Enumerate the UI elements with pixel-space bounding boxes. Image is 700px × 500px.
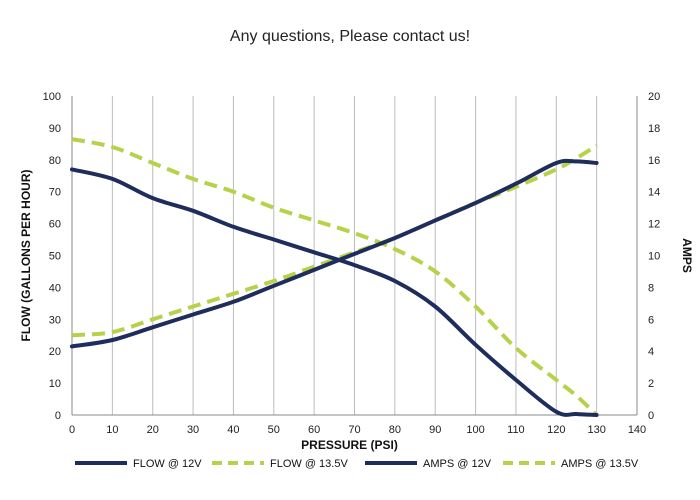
y-tick-label-3: 30 (49, 314, 61, 326)
legend-label-flow-12v: FLOW @ 12V (133, 458, 202, 470)
y2-tick-label-10: 20 (648, 91, 660, 103)
x-tick-label-0: 0 (69, 424, 75, 436)
x-tick-label-13: 130 (587, 424, 605, 436)
y-tick-label-2: 20 (49, 346, 61, 358)
y2-tick-label-8: 16 (648, 155, 660, 167)
y-tick-label-9: 90 (49, 123, 61, 135)
legend-label-amps-13-5v: AMPS @ 13.5V (561, 458, 639, 470)
y2-tick-label-3: 6 (648, 314, 654, 326)
page-title: Any questions, Please contact us! (229, 28, 471, 45)
x-tick-label-6: 60 (308, 424, 320, 436)
x-tick-label-3: 30 (187, 424, 199, 436)
y-tick-label-10: 100 (43, 91, 61, 103)
y2-axis-title: AMPS (680, 238, 694, 273)
y-tick-label-1: 10 (49, 378, 61, 390)
x-tick-label-4: 40 (227, 424, 239, 436)
x-tick-label-14: 140 (628, 424, 646, 436)
x-tick-label-8: 80 (389, 424, 401, 436)
x-tick-label-2: 20 (147, 424, 159, 436)
legend-label-flow-13-5v: FLOW @ 13.5V (270, 458, 348, 470)
y2-tick-label-6: 12 (648, 219, 660, 231)
y2-tick-label-0: 0 (648, 410, 654, 422)
y-axis-title: FLOW (GALLONS PER HOUR) (19, 170, 33, 342)
y2-tick-label-2: 4 (648, 346, 654, 358)
y-tick-label-5: 50 (49, 251, 61, 263)
x-tick-label-7: 70 (348, 424, 360, 436)
x-tick-label-1: 10 (106, 424, 118, 436)
y-tick-label-8: 80 (49, 155, 61, 167)
x-axis-title: PRESSURE (PSI) (301, 438, 398, 452)
y2-tick-label-9: 18 (648, 123, 660, 135)
y2-tick-label-5: 10 (648, 251, 660, 263)
y-tick-label-7: 70 (49, 187, 61, 199)
series-line-amps-12v (70, 158, 599, 349)
series-line-flow-12v (70, 167, 599, 417)
y2-tick-label-7: 14 (648, 187, 660, 199)
x-tick-label-5: 50 (268, 424, 280, 436)
y2-tick-label-1: 2 (648, 378, 654, 390)
legend-label-amps-12v: AMPS @ 12V (423, 458, 492, 470)
y-tick-label-4: 40 (49, 282, 61, 294)
series-line-amps-13-5v (71, 143, 598, 338)
x-tick-label-9: 90 (429, 424, 441, 436)
y-tick-label-6: 60 (49, 219, 61, 231)
x-tick-label-10: 100 (466, 424, 484, 436)
x-tick-label-12: 120 (547, 424, 565, 436)
x-tick-label-11: 110 (507, 424, 525, 436)
y-tick-label-0: 0 (55, 410, 61, 422)
y2-tick-label-4: 8 (648, 282, 654, 294)
